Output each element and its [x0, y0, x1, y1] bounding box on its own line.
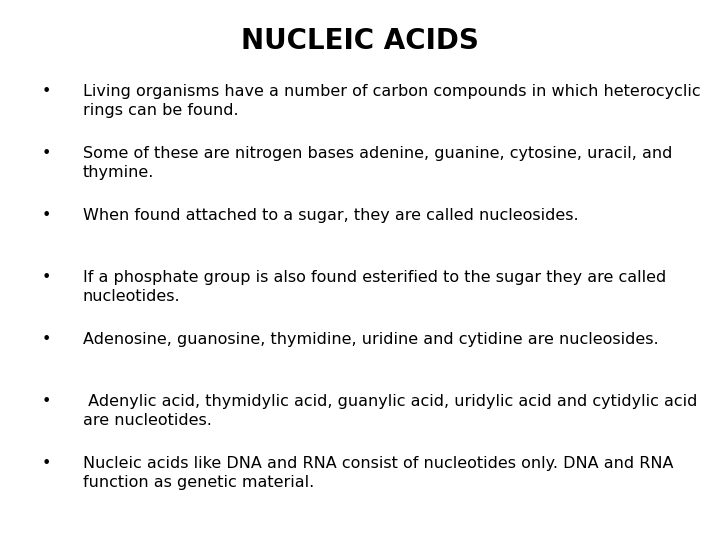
Text: •: •	[42, 84, 52, 99]
Text: •: •	[42, 208, 52, 223]
Text: Some of these are nitrogen bases adenine, guanine, cytosine, uracil, and
thymine: Some of these are nitrogen bases adenine…	[83, 146, 672, 180]
Text: Nucleic acids like DNA and RNA consist of nucleotides only. DNA and RNA
function: Nucleic acids like DNA and RNA consist o…	[83, 456, 673, 490]
Text: •: •	[42, 456, 52, 471]
Text: •: •	[42, 146, 52, 161]
Text: •: •	[42, 332, 52, 347]
Text: •: •	[42, 270, 52, 285]
Text: If a phosphate group is also found esterified to the sugar they are called
nucle: If a phosphate group is also found ester…	[83, 270, 666, 304]
Text: Adenosine, guanosine, thymidine, uridine and cytidine are nucleosides.: Adenosine, guanosine, thymidine, uridine…	[83, 332, 658, 347]
Text: When found attached to a sugar, they are called nucleosides.: When found attached to a sugar, they are…	[83, 208, 578, 223]
Text: Living organisms have a number of carbon compounds in which heterocyclic
rings c: Living organisms have a number of carbon…	[83, 84, 701, 118]
Text: Adenylic acid, thymidylic acid, guanylic acid, uridylic acid and cytidylic acid
: Adenylic acid, thymidylic acid, guanylic…	[83, 394, 697, 428]
Text: NUCLEIC ACIDS: NUCLEIC ACIDS	[241, 27, 479, 55]
Text: •: •	[42, 394, 52, 409]
